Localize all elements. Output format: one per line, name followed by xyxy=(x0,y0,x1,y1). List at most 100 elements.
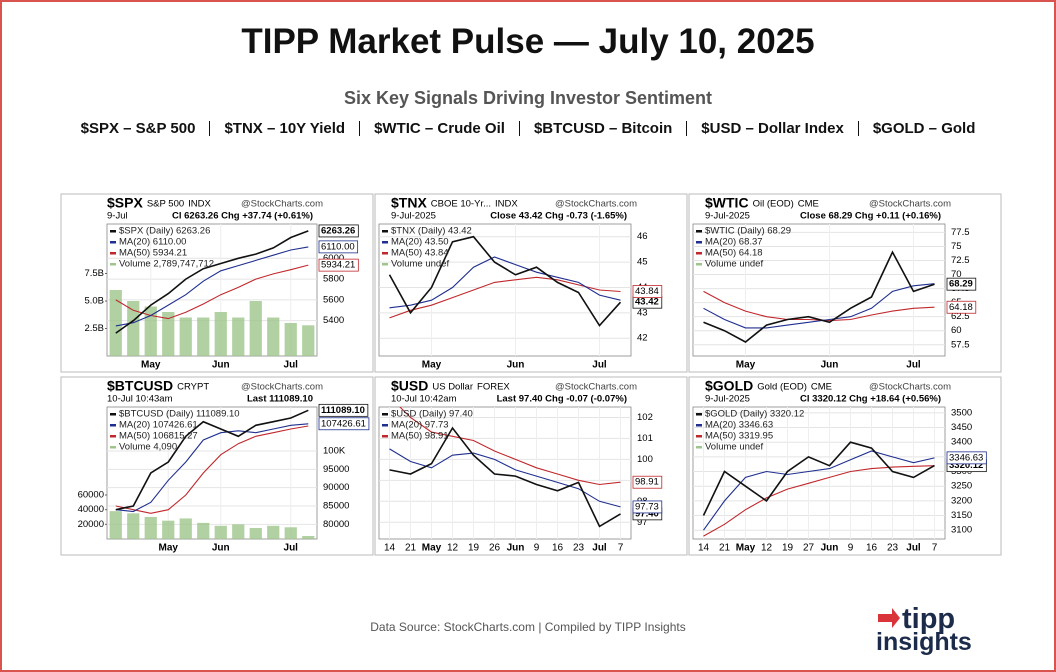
y-tick-label: 57.5 xyxy=(951,339,970,350)
volume-bar xyxy=(144,517,157,539)
moving-average xyxy=(703,465,935,537)
y-tick-label: 102 xyxy=(637,412,653,423)
chart-stats: Cl 6263.26 Chg +37.74 (+0.61%) xyxy=(172,211,313,222)
legend-swatch xyxy=(110,241,116,244)
chart-name: CBOE 10-Yr... xyxy=(431,199,491,210)
legend-label: $SPX (Daily) 6263.26 xyxy=(119,226,210,237)
legend-label: MA(50) 5934.21 xyxy=(119,248,187,259)
moving-average xyxy=(399,407,621,486)
legend-swatch xyxy=(696,424,702,427)
x-tick-label: May xyxy=(422,360,442,371)
symbol: $SPX – S&P 500 xyxy=(80,120,196,137)
plot xyxy=(109,409,315,539)
legend-label: MA(20) 107426.61 xyxy=(119,420,198,431)
chart-stats: Last 111089.10 xyxy=(247,394,313,405)
volume-bar xyxy=(249,301,262,356)
y-tick-label: 3500 xyxy=(951,407,972,418)
y-tick-label: 90000 xyxy=(323,482,349,493)
legend-label: $TNX (Daily) 43.42 xyxy=(391,226,472,237)
y-tick-label: 100K xyxy=(323,446,346,457)
legend-swatch xyxy=(110,230,116,233)
end-label: 43.84 xyxy=(635,286,659,297)
y-tick-label: 80000 xyxy=(323,519,349,530)
y-tick-label: 3400 xyxy=(951,437,972,448)
legend-swatch xyxy=(110,446,116,449)
end-label: 68.29 xyxy=(949,279,973,290)
x-tick-label: Jul xyxy=(906,543,921,554)
chart-date: 9-Jul-2025 xyxy=(705,211,750,222)
end-label-box xyxy=(946,277,977,291)
legend-label: MA(20) 43.50 xyxy=(391,237,449,248)
x-tick-label: 19 xyxy=(782,543,794,554)
y-tick-label: 95000 xyxy=(323,464,349,475)
volume-bar xyxy=(214,525,227,539)
end-label-box xyxy=(946,300,977,314)
plot xyxy=(389,407,621,528)
y-tick-label: 72.5 xyxy=(951,255,970,266)
y-tick-label: 42 xyxy=(637,333,648,344)
x-tick-label: 26 xyxy=(489,543,501,554)
stock-chart: $GOLD Gold (EOD) CME @StockCharts.com 9-Jul-… xyxy=(688,376,1002,556)
x-tick-label: 23 xyxy=(573,543,585,554)
watermark: @StockCharts.com xyxy=(869,382,951,393)
volume-bar xyxy=(232,524,245,539)
volume-bar xyxy=(284,323,297,356)
end-label: 97.40 xyxy=(635,508,659,519)
chart-exchange: FOREX xyxy=(477,382,510,393)
y-tick-label: 101 xyxy=(637,433,653,444)
x-tick-label: Jun xyxy=(507,543,525,554)
y-tick-label: 77.5 xyxy=(951,227,970,238)
subtitle: Six Key Signals Driving Investor Sentime… xyxy=(343,88,713,108)
price-line xyxy=(115,230,309,334)
watermark: @StockCharts.com xyxy=(869,199,951,210)
symbol: $TNX – 10Y Yield xyxy=(209,121,359,136)
watermark: @StockCharts.com xyxy=(241,199,323,210)
end-label: 5934.21 xyxy=(321,260,355,271)
y2-tick-label: 2.5B xyxy=(84,323,104,334)
chart-stats: Close 43.42 Chg -0.73 (-1.65%) xyxy=(490,211,627,222)
y-tick-label: 46 xyxy=(637,231,648,242)
legend-swatch xyxy=(696,413,702,416)
legend-label: MA(50) 43.84 xyxy=(391,248,449,259)
x-tick-label: 9 xyxy=(534,543,540,554)
legend-label: MA(50) 3319.95 xyxy=(705,431,773,442)
symbol: $GOLD – Gold xyxy=(857,121,990,136)
symbol-list: $SPX – S&P 500 $TNX – 10Y Yield $WTIC – Cr… xyxy=(0,121,1056,136)
y-tick-label: 3150 xyxy=(951,510,972,521)
legend-label: MA(20) 6110.00 xyxy=(119,237,186,248)
legend-swatch xyxy=(696,446,702,449)
y-tick-label: 85000 xyxy=(323,501,349,512)
legend-label: Volume undef xyxy=(705,259,763,270)
x-tick-label: 7 xyxy=(932,543,938,554)
chart-exchange: INDX xyxy=(188,199,211,210)
moving-average xyxy=(115,425,309,514)
symbol: $WTIC – Crude Oil xyxy=(359,121,519,136)
legend-label: $USD (Daily) 97.40 xyxy=(391,409,473,420)
legend-swatch xyxy=(110,263,116,266)
y2-tick-label: 20000 xyxy=(78,519,104,530)
y-tick-label: 43 xyxy=(637,307,648,318)
end-label-box xyxy=(632,475,663,489)
legend-label: Volume 2,789,747,712 xyxy=(119,259,214,270)
plot-area xyxy=(378,223,632,357)
watermark: @StockCharts.com xyxy=(555,199,637,210)
legend-swatch xyxy=(382,241,388,244)
legend-swatch xyxy=(696,252,702,255)
y-tick-label: 3100 xyxy=(951,525,972,536)
symbol: $BTCUSD – Bitcoin xyxy=(518,121,686,136)
moving-average xyxy=(703,283,935,329)
moving-average xyxy=(115,264,309,320)
moving-average xyxy=(389,276,621,319)
legend-swatch xyxy=(696,435,702,438)
symbol: $USD – Dollar Index xyxy=(686,121,858,136)
x-tick-label: May xyxy=(141,360,161,371)
x-tick-label: 23 xyxy=(887,543,899,554)
end-label: 111089.10 xyxy=(321,405,365,416)
price-line xyxy=(389,426,621,528)
legend-label: Volume undef xyxy=(705,442,763,453)
chart-name: Oil (EOD) xyxy=(753,199,794,210)
legend-swatch xyxy=(696,241,702,244)
chart-title: $WTIC xyxy=(705,195,749,211)
end-label-box xyxy=(946,451,987,465)
